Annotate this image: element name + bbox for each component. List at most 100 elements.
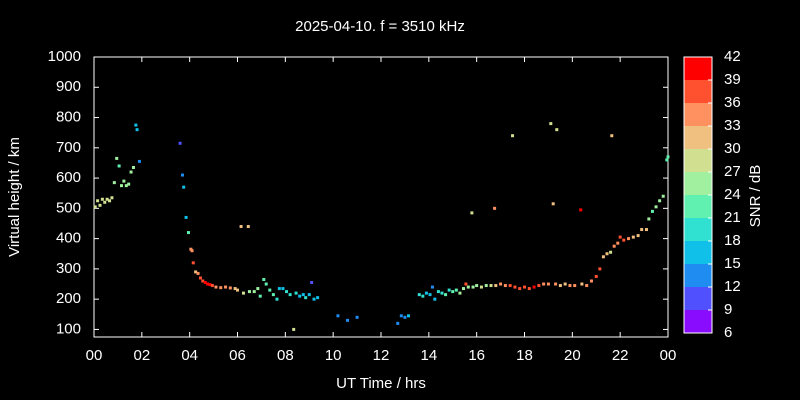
data-point xyxy=(612,244,616,248)
data-point xyxy=(98,203,102,207)
data-point xyxy=(135,128,139,132)
data-point xyxy=(466,285,470,289)
data-point xyxy=(137,159,141,163)
x-tick-label: 08 xyxy=(277,347,294,364)
data-point xyxy=(598,267,602,271)
data-point xyxy=(206,282,210,286)
data-point xyxy=(198,276,202,280)
y-tick-label: 1000 xyxy=(48,48,81,65)
data-point xyxy=(549,122,553,126)
data-point xyxy=(424,291,428,295)
colorbar-band xyxy=(684,287,712,310)
data-point xyxy=(658,199,662,203)
data-point xyxy=(601,255,605,259)
data-point xyxy=(433,297,437,301)
data-point xyxy=(178,141,182,145)
data-point xyxy=(546,282,550,286)
colorbar-tick-label: 9 xyxy=(724,301,732,318)
data-point xyxy=(100,197,104,201)
x-tick-label: 02 xyxy=(133,347,150,364)
data-point xyxy=(523,285,526,289)
colorbar-tick-label: 21 xyxy=(724,209,741,226)
data-point xyxy=(124,184,128,188)
chart-title: 2025-04-10. f = 3510 kHz xyxy=(295,18,465,35)
data-point xyxy=(210,284,214,288)
data-point xyxy=(428,293,432,297)
data-point xyxy=(219,286,223,290)
data-point xyxy=(346,318,350,322)
data-point xyxy=(554,282,558,286)
data-point xyxy=(511,134,515,138)
data-point xyxy=(201,279,205,283)
data-point xyxy=(650,209,654,213)
data-point xyxy=(228,286,232,290)
y-tick-label: 300 xyxy=(56,260,81,277)
y-axis-label: Virtual height / km xyxy=(6,137,23,257)
data-point xyxy=(475,284,479,288)
colorbar-band xyxy=(684,264,712,287)
data-point xyxy=(518,287,522,291)
data-point xyxy=(203,281,207,285)
data-point xyxy=(307,293,311,297)
data-point xyxy=(484,284,488,288)
data-point xyxy=(532,285,536,289)
x-tick-label: 18 xyxy=(516,347,533,364)
data-point xyxy=(609,250,613,254)
colorbar-tick-label: 42 xyxy=(724,48,741,65)
data-point xyxy=(191,261,195,265)
data-point xyxy=(134,123,138,127)
y-tick-label: 900 xyxy=(56,78,81,95)
data-point xyxy=(241,291,245,295)
data-point xyxy=(262,277,266,281)
data-point xyxy=(627,237,631,241)
data-point xyxy=(127,182,131,186)
data-point xyxy=(464,282,468,286)
data-point xyxy=(336,314,340,318)
data-point xyxy=(558,284,562,288)
data-point xyxy=(440,291,444,295)
data-point xyxy=(640,228,644,232)
x-axis-label: UT Time / hrs xyxy=(336,375,426,392)
y-tick-label: 600 xyxy=(56,169,81,186)
data-point xyxy=(180,173,184,177)
x-tick-label: 14 xyxy=(420,347,437,364)
data-point xyxy=(298,294,302,298)
data-point xyxy=(399,314,403,318)
data-point xyxy=(568,284,572,288)
data-point xyxy=(479,285,483,289)
data-point xyxy=(661,194,665,198)
colorbar-label: SNR / dB xyxy=(747,165,764,228)
data-point xyxy=(503,284,507,288)
colorbar-tick-label: 27 xyxy=(724,163,741,180)
data-point xyxy=(301,293,305,297)
data-point xyxy=(236,288,239,292)
data-point xyxy=(131,165,135,169)
data-point xyxy=(129,170,133,174)
data-point xyxy=(186,231,190,235)
data-point xyxy=(120,184,124,188)
y-tick-label: 100 xyxy=(56,320,81,337)
data-point xyxy=(654,205,658,209)
colorbar-tick-label: 6 xyxy=(724,324,732,341)
colorbar-band xyxy=(684,57,712,80)
data-point xyxy=(407,314,411,318)
data-point xyxy=(489,284,493,288)
x-tick-label: 00 xyxy=(660,347,677,364)
data-point xyxy=(458,291,462,295)
data-point xyxy=(396,321,400,325)
data-point xyxy=(636,234,640,238)
data-point xyxy=(622,238,626,242)
data-point xyxy=(310,281,314,285)
data-point xyxy=(304,296,308,300)
data-point xyxy=(110,196,114,200)
data-point xyxy=(108,199,112,203)
data-point xyxy=(462,287,466,291)
y-tick-label: 700 xyxy=(56,139,81,156)
data-point xyxy=(470,211,474,215)
data-point xyxy=(508,284,512,288)
data-point xyxy=(275,297,279,301)
data-point xyxy=(471,285,475,289)
data-point xyxy=(417,293,421,297)
